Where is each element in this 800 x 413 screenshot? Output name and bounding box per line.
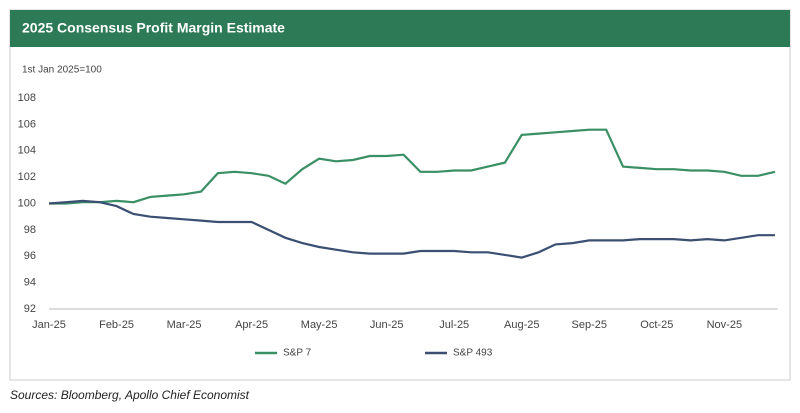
chart-title: 2025 Consensus Profit Margin Estimate (22, 20, 285, 36)
subtitle: 1st Jan 2025=100 (22, 65, 102, 76)
y-tick-label: 106 (18, 118, 36, 130)
panel (9, 9, 791, 381)
legend-label: S&P 493 (453, 348, 493, 359)
y-tick-label: 92 (24, 303, 36, 315)
header-bar (10, 10, 790, 47)
x-tick-label: Mar-25 (167, 319, 202, 331)
x-tick-label: Jan-25 (32, 319, 66, 331)
y-tick-label: 102 (18, 171, 36, 183)
x-tick-label: Jun-25 (370, 319, 404, 331)
y-tick-label: 98 (24, 224, 36, 236)
legend-label: S&P 7 (283, 348, 312, 359)
x-tick-label: Jul-25 (439, 319, 469, 331)
y-tick-label: 100 (18, 197, 36, 209)
x-tick-label: May-25 (301, 319, 338, 331)
y-tick-label: 94 (24, 277, 36, 289)
x-tick-label: Aug-25 (504, 319, 539, 331)
x-tick-label: Feb-25 (99, 319, 134, 331)
x-tick-label: Nov-25 (707, 319, 742, 331)
source: Sources: Bloomberg, Apollo Chief Economi… (10, 388, 250, 402)
x-tick-label: Oct-25 (640, 319, 673, 331)
x-tick-label: Apr-25 (235, 319, 268, 331)
series-line (48, 199, 775, 259)
y-tick-label: 104 (18, 145, 36, 157)
y-tick-label: 108 (18, 92, 36, 104)
series-line (49, 128, 776, 205)
x-tick-label: Sep-25 (572, 319, 607, 331)
y-tick-label: 96 (24, 250, 36, 262)
